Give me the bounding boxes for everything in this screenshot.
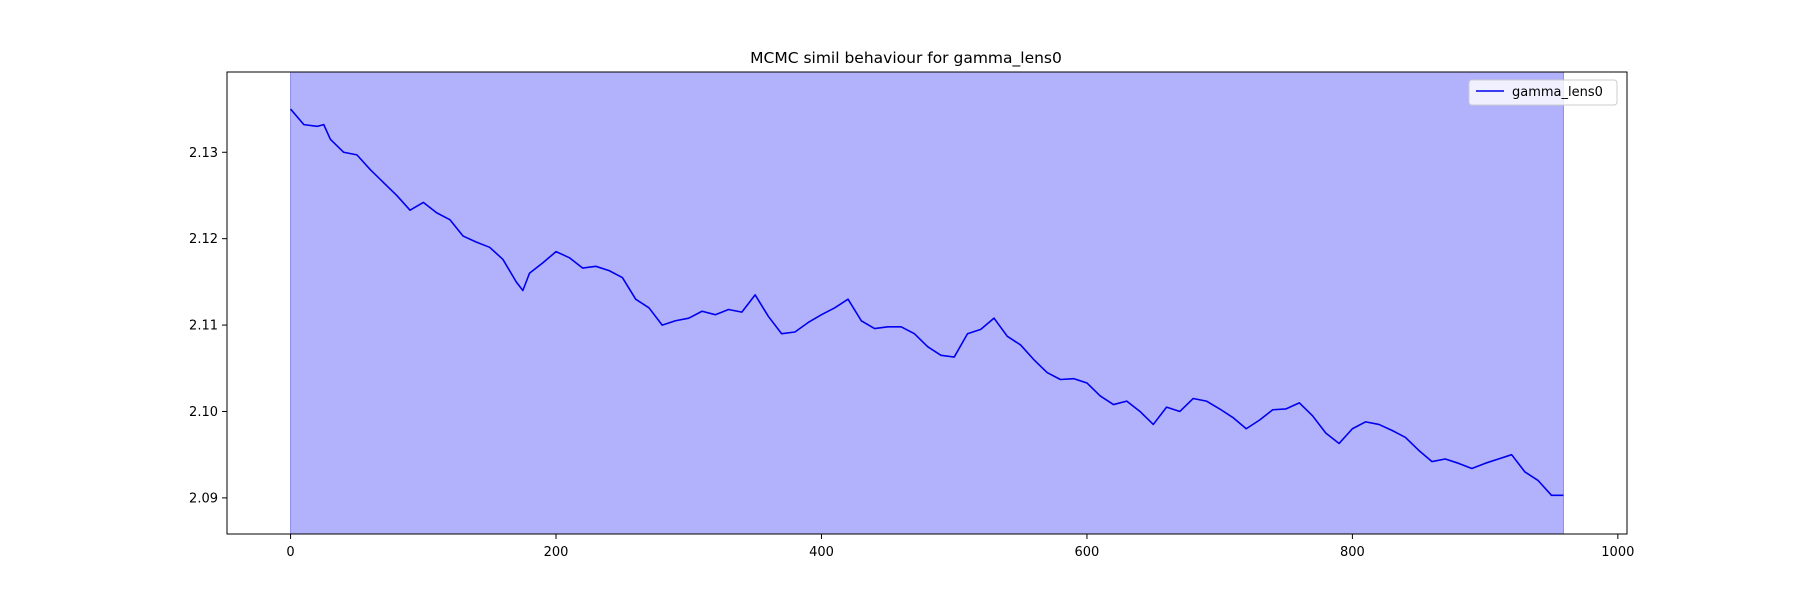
series-line-gamma-lens0 (289, 108, 1564, 497)
shaded-region (290, 72, 1564, 534)
series-group (289, 108, 1564, 497)
x-tick-label: 800 (1340, 545, 1365, 560)
legend-label-gamma-lens0: gamma_lens0 (1512, 85, 1603, 100)
x-axis: 0 200 400 600 800 1000 (286, 534, 1634, 560)
legend-box (1468, 79, 1618, 106)
y-tick-label: 2.09 (189, 491, 218, 506)
x-tick-label: 1000 (1601, 545, 1634, 560)
x-tick-label: 400 (809, 545, 834, 560)
y-tick-label: 2.11 (189, 319, 218, 334)
y-tick-label: 2.12 (189, 232, 218, 247)
plot-frame (226, 71, 1628, 535)
x-tick-label: 0 (286, 545, 294, 560)
y-axis: 2.09 2.10 2.11 2.12 2.13 (189, 146, 227, 506)
x-tick-label: 200 (544, 545, 569, 560)
y-tick-label: 2.10 (189, 405, 218, 420)
legend: gamma_lens0 (1468, 79, 1618, 106)
y-tick-label: 2.13 (189, 146, 218, 161)
x-tick-label: 600 (1075, 545, 1100, 560)
chart-title: MCMC simil behaviour for gamma_lens0 (750, 49, 1062, 68)
